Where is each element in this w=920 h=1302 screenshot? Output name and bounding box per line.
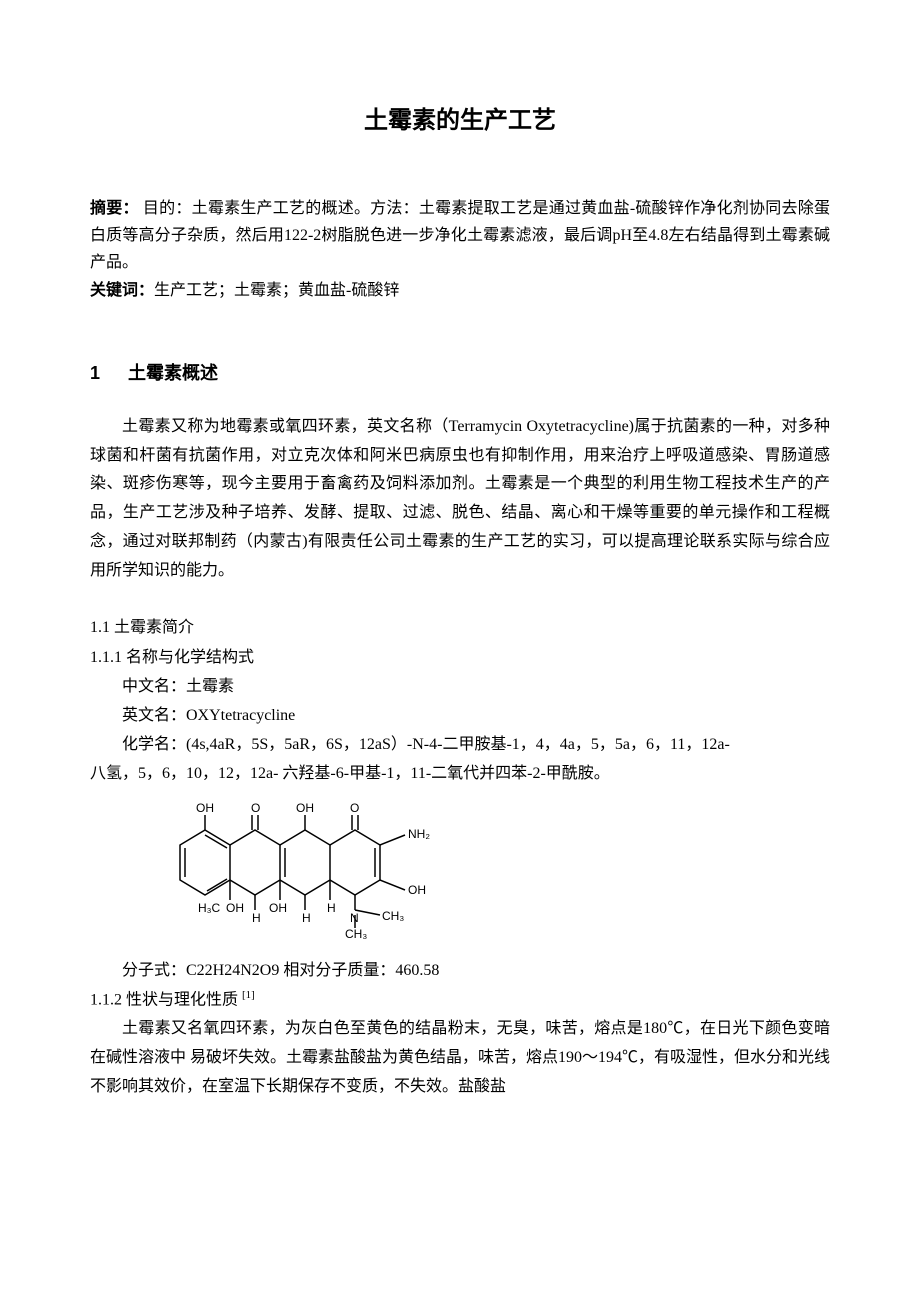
label-oh1: OH xyxy=(196,801,214,815)
molecule-svg: OH O OH O NH₂ OH H₃C OH H OH H H N CH₃ C… xyxy=(160,800,450,940)
molecular-formula-line: 分子式：C22H24N2O9 相对分子质量：460.58 xyxy=(90,957,830,986)
label-h2: H xyxy=(302,911,311,925)
label-oh5: OH xyxy=(269,901,287,915)
section-1-title: 土霉素概述 xyxy=(128,363,218,383)
label-ch3-1: CH₃ xyxy=(382,909,404,923)
label-o2: O xyxy=(350,801,359,815)
section-1-1-2-title: 1.1.2 性状与理化性质 xyxy=(90,991,242,1008)
abstract-text: 目的：土霉素生产工艺的概述。方法：土霉素提取工艺是通过黄血盐-硫酸锌作净化剂协同… xyxy=(90,200,830,271)
section-1-1-heading: 1.1 土霉素简介 xyxy=(90,614,830,643)
label-oh3: OH xyxy=(408,883,426,897)
english-name-line: 英文名：OXYtetracycline xyxy=(90,702,830,731)
abstract-label: 摘要： xyxy=(90,200,139,217)
document-title: 土霉素的生产工艺 xyxy=(90,100,830,135)
chinese-name-line: 中文名：土霉素 xyxy=(90,673,830,702)
keywords-label: 关键词： xyxy=(90,282,154,299)
label-nh2: NH₂ xyxy=(408,827,430,841)
label-oh4: OH xyxy=(226,901,244,915)
properties-paragraph: 土霉素又名氧四环素，为灰白色至黄色的结晶粉末，无臭，味苦，熔点是180℃，在日光… xyxy=(90,1015,830,1101)
label-h3c: H₃C xyxy=(198,901,221,915)
section-1-1-2-heading: 1.1.2 性状与理化性质 [1] xyxy=(90,986,830,1015)
label-oh2: OH xyxy=(296,801,314,815)
label-n: N xyxy=(350,911,359,925)
chem-name-line-1: 化学名：(4s,4aR，5S，5aR，6S，12aS）-N-4-二甲胺基-1，4… xyxy=(90,731,830,760)
keywords-line: 关键词：生产工艺；土霉素；黄血盐-硫酸锌 xyxy=(90,277,830,304)
abstract-section: 摘要： 目的：土霉素生产工艺的概述。方法：土霉素提取工艺是通过黄血盐-硫酸锌作净… xyxy=(90,195,830,304)
reference-marker: [1] xyxy=(242,989,255,1001)
label-o1: O xyxy=(251,801,260,815)
abstract-paragraph: 摘要： 目的：土霉素生产工艺的概述。方法：土霉素提取工艺是通过黄血盐-硫酸锌作净… xyxy=(90,195,830,277)
chem-name-line-2: 八氢，5，6，10，12，12a- 六羟基-6-甲基-1，11-二氧代并四苯-2… xyxy=(90,760,830,789)
label-ch3-2: CH₃ xyxy=(345,927,367,940)
label-h3: H xyxy=(327,901,336,915)
keywords-text: 生产工艺；土霉素；黄血盐-硫酸锌 xyxy=(154,282,399,299)
section-1-number: 1 xyxy=(90,363,100,384)
chemical-structure-diagram: OH O OH O NH₂ OH H₃C OH H OH H H N CH₃ C… xyxy=(160,800,830,945)
overview-paragraph: 土霉素又称为地霉素或氧四环素，英文名称（Terramycin Oxytetrac… xyxy=(90,413,830,586)
section-1-1-1-heading: 1.1.1 名称与化学结构式 xyxy=(90,644,830,673)
section-1-heading: 1 土霉素概述 xyxy=(90,359,830,385)
label-h1: H xyxy=(252,911,261,925)
